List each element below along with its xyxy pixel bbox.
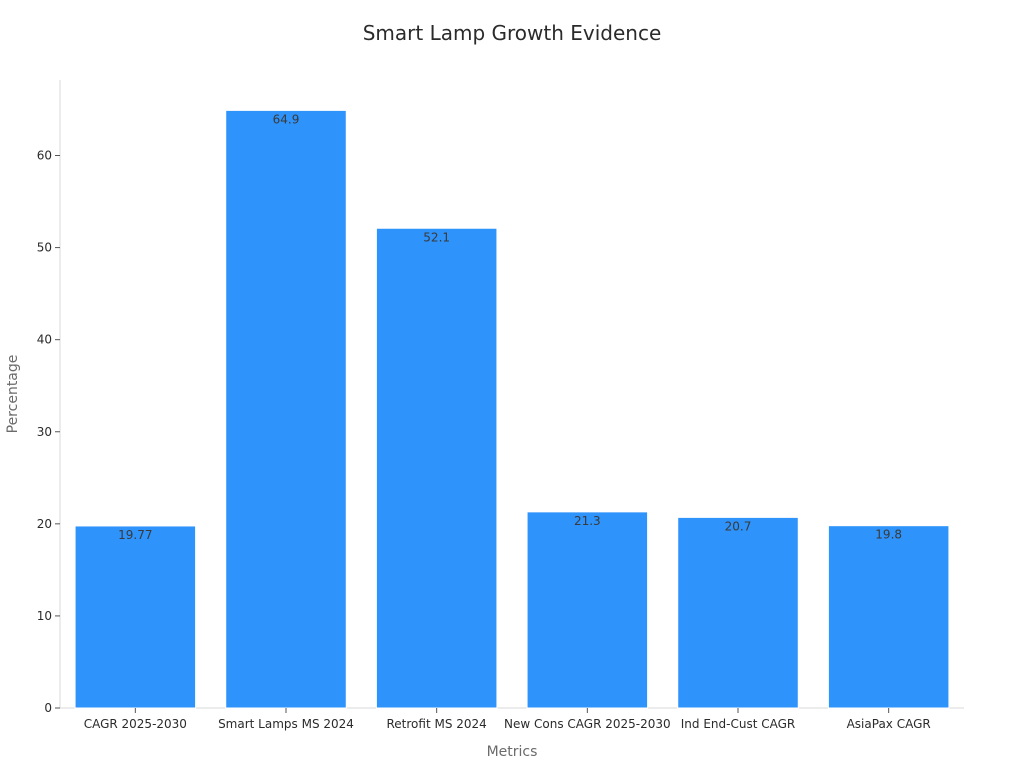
x-tick-label: CAGR 2025-2030	[84, 717, 187, 731]
bar	[375, 227, 498, 709]
x-tick-label: Smart Lamps MS 2024	[218, 717, 354, 731]
bar	[827, 525, 950, 709]
y-tick-label: 30	[37, 425, 52, 439]
y-axis-ticks: 0 10 20 30 40 50 60	[37, 149, 60, 715]
y-tick-label: 40	[37, 333, 52, 347]
y-tick-label: 20	[37, 517, 52, 531]
bar-value-label: 19.8	[875, 528, 902, 542]
x-tick-label: AsiaPax CAGR	[847, 717, 931, 731]
y-tick-label: 0	[44, 701, 52, 715]
x-tick-label: Ind End-Cust CAGR	[681, 717, 795, 731]
y-tick-label: 50	[37, 241, 52, 255]
y-axis-label: Percentage	[5, 355, 21, 434]
bar-value-label: 21.3	[574, 514, 601, 528]
bar-value-label: 64.9	[273, 112, 300, 126]
y-tick-label: 60	[37, 149, 52, 163]
bar	[225, 109, 347, 709]
bar	[74, 525, 197, 709]
bar-value-label: 52.1	[423, 230, 450, 244]
bars-group: 19.77 64.9 52.1 21.3 20.7 19.8	[74, 109, 950, 709]
x-tick-label: New Cons CAGR 2025-2030	[504, 717, 671, 731]
x-axis-label: Metrics	[487, 744, 538, 760]
x-tick-label: Retrofit MS 2024	[387, 717, 487, 731]
bar	[677, 516, 799, 709]
chart-title: Smart Lamp Growth Evidence	[363, 21, 662, 45]
y-tick-label: 10	[37, 609, 52, 623]
bar-value-label: 20.7	[725, 519, 752, 533]
bar-value-label: 19.77	[118, 528, 152, 542]
bar	[526, 511, 649, 709]
x-axis-ticks: CAGR 2025-2030 Smart Lamps MS 2024 Retrofi…	[84, 708, 931, 731]
